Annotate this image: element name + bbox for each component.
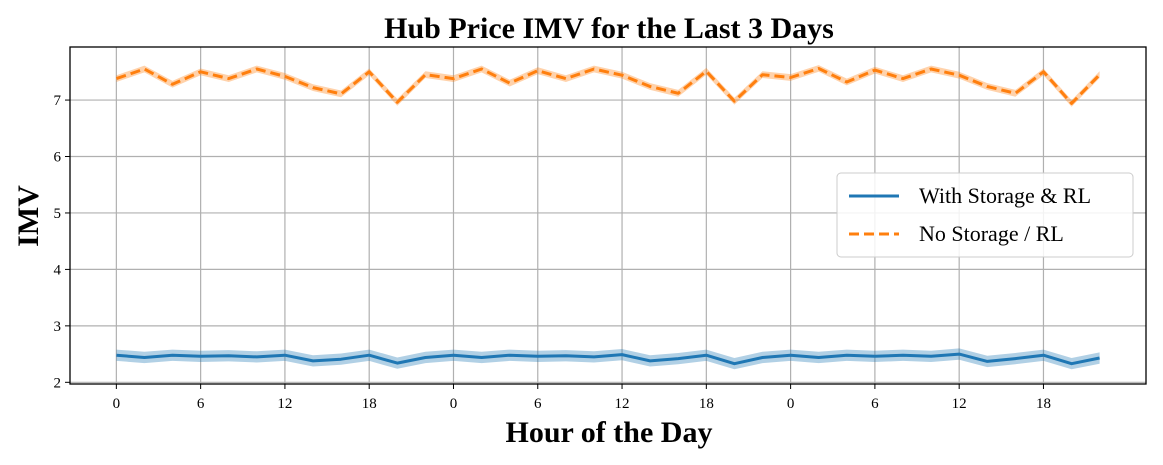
y-axis-label: IMV	[12, 185, 45, 247]
x-tick-label: 6	[534, 396, 542, 412]
x-tick-label: 18	[1036, 396, 1051, 412]
legend-box	[836, 172, 1134, 258]
legend-label: No Storage / RL	[919, 221, 1064, 246]
x-tick-label: 6	[871, 396, 879, 412]
legend: With Storage & RL No Storage / RL	[836, 172, 1134, 258]
y-tick-label: 3	[54, 319, 62, 335]
x-tick-label: 0	[787, 396, 795, 412]
x-tick-label: 12	[952, 396, 967, 412]
x-axis-label: Hour of the Day	[506, 416, 713, 449]
series-band-1	[116, 65, 1100, 107]
y-tick-label: 4	[54, 262, 62, 278]
legend-label: With Storage & RL	[919, 183, 1091, 208]
x-tick-label: 18	[699, 396, 714, 412]
y-tick-label: 7	[54, 93, 62, 109]
x-tick-label: 6	[197, 396, 205, 412]
x-tick-label: 12	[615, 396, 630, 412]
y-tick-label: 5	[54, 206, 62, 222]
x-tick-label: 0	[113, 396, 121, 412]
series-line-0	[116, 352, 1100, 366]
y-tick-label: 6	[54, 150, 62, 166]
x-tick-label: 0	[450, 396, 458, 412]
axes-frame	[69, 46, 1147, 385]
series-band-0	[116, 348, 1100, 370]
chart-title: Hub Price IMV for the Last 3 Days	[384, 12, 834, 45]
series-line-1	[115, 67, 1101, 105]
x-tick-label: 18	[362, 396, 377, 412]
x-tick-label: 12	[277, 396, 292, 412]
y-tick-label: 2	[54, 375, 62, 391]
plot-area: 0 6 12 18 0 6 12 18 0 6 12 18 2 3 4 5 6 7 With Storage & R…	[54, 46, 1147, 412]
